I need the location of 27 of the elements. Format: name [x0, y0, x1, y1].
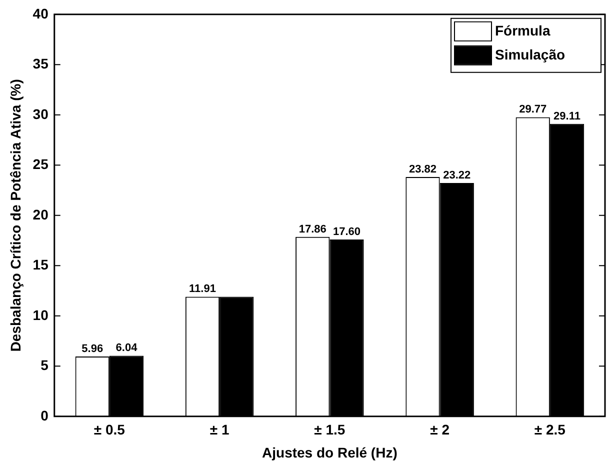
y-tick-label: 30	[32, 106, 49, 122]
y-tick-label: 10	[32, 306, 49, 323]
x-axis-title: Ajustes do Relé (Hz)	[262, 444, 398, 460]
data-label: 29.11	[554, 110, 580, 122]
data-label: 5.96	[82, 343, 104, 356]
data-label: 17.60	[332, 226, 361, 238]
data-label: 23.82	[408, 164, 437, 176]
x-tick-label: ± 1	[210, 422, 230, 438]
x-tick-label: ± 1.5	[314, 422, 346, 438]
y-axis-title: Desbalanço Crítico de Potência Ativa (%)	[7, 79, 24, 352]
data-label: 6.04	[116, 342, 138, 354]
y-tick-label: 5	[40, 357, 49, 374]
data-label: 29.77	[519, 104, 547, 116]
y-tick-label: 20	[32, 206, 49, 222]
legend-label: Simulação	[495, 46, 566, 62]
data-label: 11.91	[189, 283, 216, 296]
y-tick-label: 25	[32, 156, 49, 172]
x-tick-label: ± 2	[430, 422, 450, 438]
legend-label: Fórmula	[495, 22, 550, 38]
data-label: 17.86	[298, 223, 326, 236]
x-tick-label: ± 2.5	[534, 422, 566, 438]
data-label: 23.22	[443, 170, 471, 182]
x-tick-label: ± 0.5	[94, 422, 126, 438]
y-tick-label: 40	[32, 5, 49, 22]
y-tick-label: 15	[32, 256, 49, 273]
y-tick-label: 35	[32, 56, 49, 72]
y-tick-label: 0	[40, 407, 49, 424]
